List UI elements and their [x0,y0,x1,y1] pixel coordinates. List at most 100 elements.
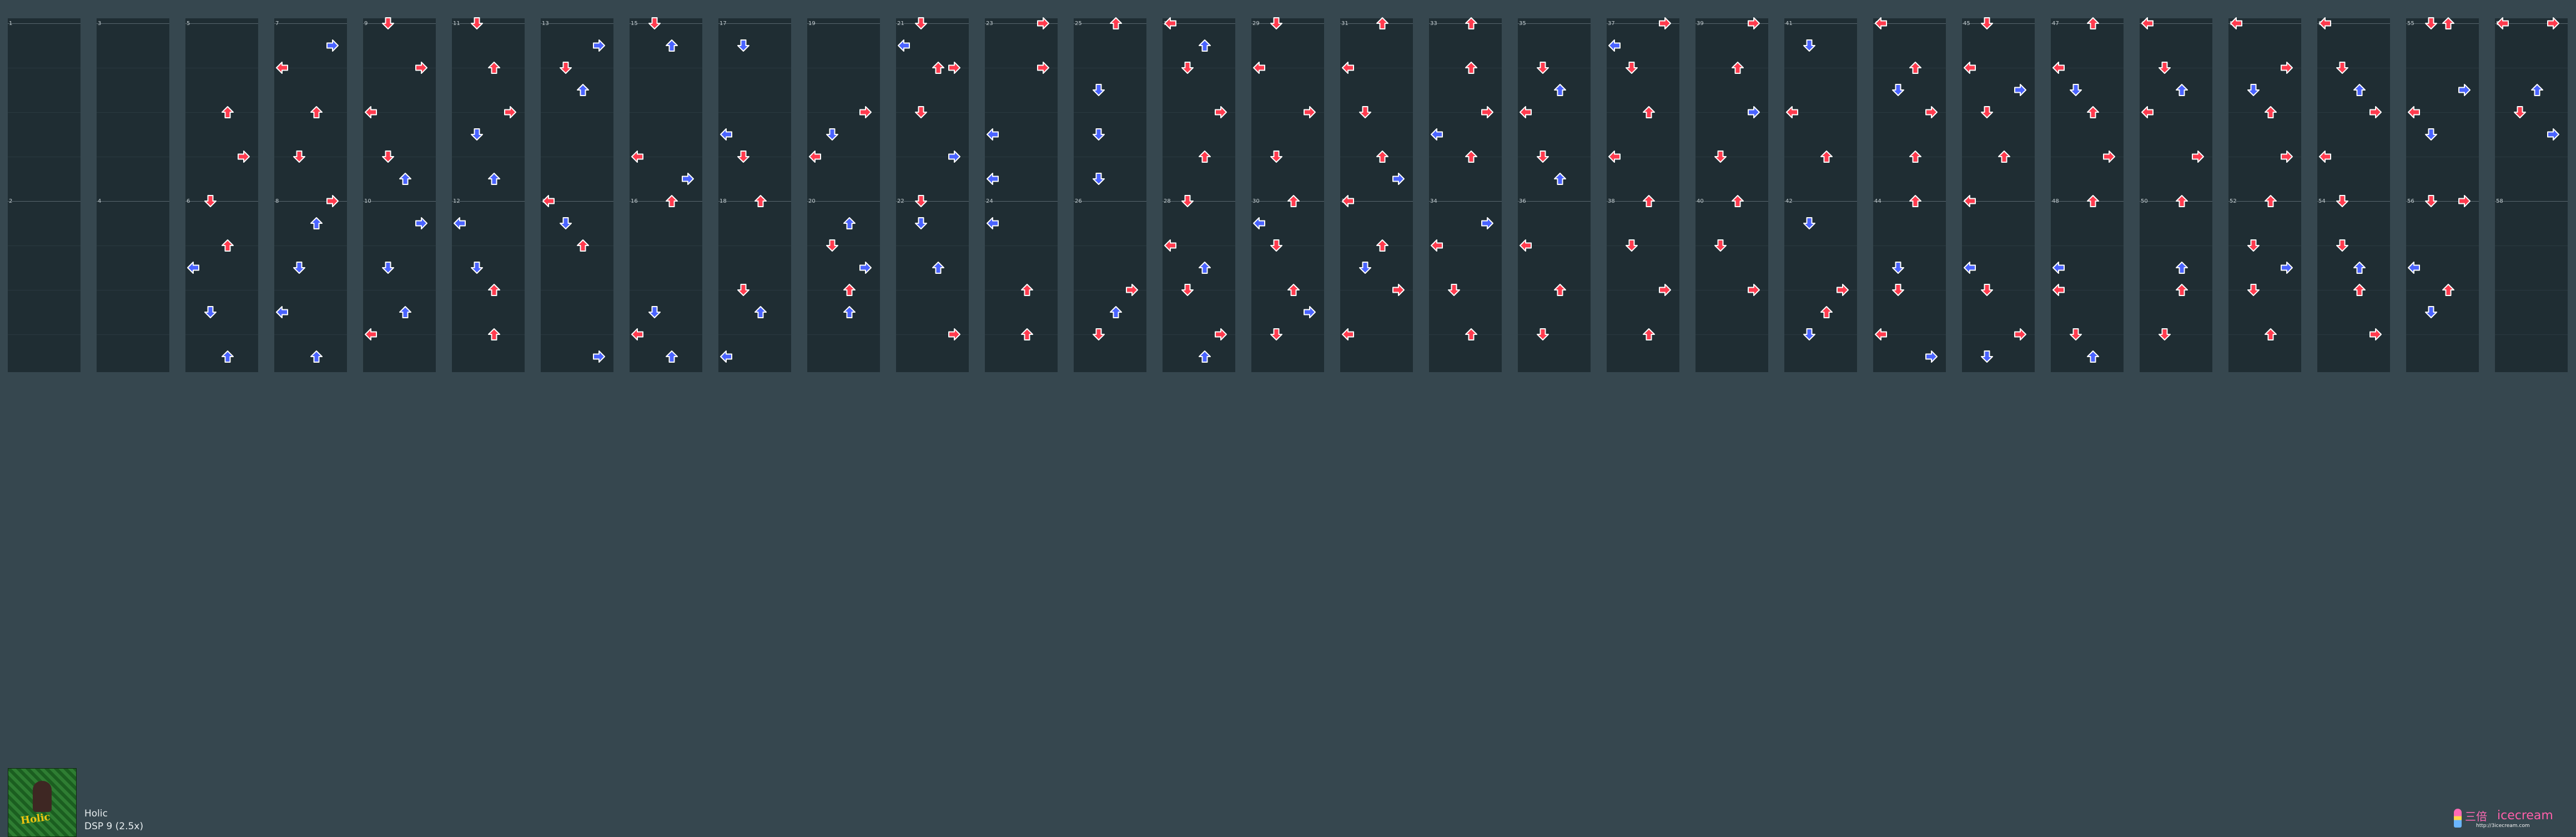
arrow-up-red-icon [2441,283,2456,297]
arrow-right-red-icon [2280,149,2294,164]
measure-number: 38 [1608,198,1615,204]
beat-line [1873,245,1946,246]
measure-number: 5 [187,21,190,27]
arrow-left-red-icon [2140,16,2155,31]
beat-line [8,112,80,113]
arrow-up-blue-icon [2086,349,2100,364]
arrow-left-red-icon [2229,16,2243,31]
arrow-left-blue-icon [275,305,289,319]
beat-line [274,334,347,335]
chart-column [1074,18,1146,372]
arrow-down-red-icon [1180,61,1195,75]
beat-line [1163,112,1235,113]
song-jacket-image: Holic [8,768,77,837]
site-logo[interactable]: 三倍 icecream http://3icecream.com [2454,808,2565,831]
measure-line [541,201,613,202]
arrow-right-blue-icon [1480,216,1495,230]
arrow-right-red-icon [2546,16,2560,31]
arrow-up-red-icon [1375,238,1390,253]
arrow-left-blue-icon [1252,216,1266,230]
arrow-right-red-icon [1214,327,1228,342]
measure-line [1784,201,1857,202]
beat-line [2317,245,2390,246]
measure-line [1784,23,1857,24]
measure-number: 18 [720,198,727,204]
arrow-down-red-icon [1980,16,1994,31]
measure-line [1962,201,2035,202]
measure-number: 19 [808,21,816,27]
arrow-down-red-icon [1891,283,1905,297]
beat-line [1873,334,1946,335]
measure-number: 7 [275,21,279,27]
arrow-up-blue-icon [398,172,412,186]
arrow-up-red-icon [1464,149,1478,164]
chart-column [2495,18,2568,372]
chart-column [2406,18,2479,372]
measure-line [2406,201,2479,202]
arrow-left-blue-icon [2051,260,2066,275]
measure-number: 16 [631,198,638,204]
arrow-right-red-icon [2191,149,2205,164]
arrow-right-red-icon [1835,283,1850,297]
arrow-up-blue-icon [1198,260,1212,275]
beat-line [896,334,969,335]
beat-line [2495,245,2568,246]
beat-line [2406,112,2479,113]
beat-line [97,112,169,113]
beat-line [2051,334,2124,335]
measure-line [1962,23,2035,24]
beat-line [1784,334,1857,335]
measure-line [363,23,436,24]
measure-number: 22 [897,198,904,204]
measure-line [1429,201,1502,202]
beat-line [2406,334,2479,335]
arrow-up-red-icon [2263,194,2278,208]
beat-line [1251,334,1324,335]
arrow-down-red-icon [1269,327,1284,342]
arrow-left-red-icon [541,194,556,208]
footer: Holic Holic DSP 9 (2.5x) 三倍 icecream htt… [0,383,2576,837]
arrow-down-red-icon [559,61,573,75]
arrow-right-blue-icon [592,349,606,364]
measure-number: 33 [1430,21,1437,27]
arrow-down-red-icon [2513,105,2527,119]
arrow-up-red-icon [1020,283,1034,297]
arrow-down-blue-icon [1980,349,1994,364]
measure-number: 11 [453,21,460,27]
measure-number: 56 [2407,198,2414,204]
measure-number: 37 [1608,21,1615,27]
beat-line [1962,334,2035,335]
arrow-right-blue-icon [681,172,695,186]
measure-number: 6 [187,198,190,204]
arrow-up-red-icon [1020,327,1034,342]
arrow-right-red-icon [1924,105,1939,119]
beat-line [1074,245,1146,246]
chart-column [1340,18,1413,372]
measure-number: 15 [631,21,638,27]
arrow-up-blue-icon [1198,38,1212,53]
beat-line [2228,245,2301,246]
arrow-up-red-icon [931,61,945,75]
arrow-right-blue-icon [592,38,606,53]
arrow-up-red-icon [1642,327,1656,342]
arrow-right-red-icon [237,149,251,164]
beat-line [1518,245,1591,246]
arrow-right-blue-icon [1924,349,1939,364]
measure-number: 35 [1519,21,1526,27]
measure-line [1163,201,1235,202]
measure-line [274,23,347,24]
arrow-left-red-icon [1341,61,1355,75]
beat-line [1163,334,1235,335]
arrow-up-red-icon [2352,283,2367,297]
measure-line [363,201,436,202]
arrow-up-red-icon [2175,283,2189,297]
arrow-up-red-icon [2086,105,2100,119]
arrow-up-blue-icon [2530,83,2544,97]
beat-line [1074,112,1146,113]
beat-line [2140,334,2212,335]
arrow-up-blue-icon [1109,305,1123,319]
arrow-up-red-icon [1464,16,1478,31]
chart-column [8,18,80,372]
beat-line [1163,245,1235,246]
beat-line [1962,112,2035,113]
